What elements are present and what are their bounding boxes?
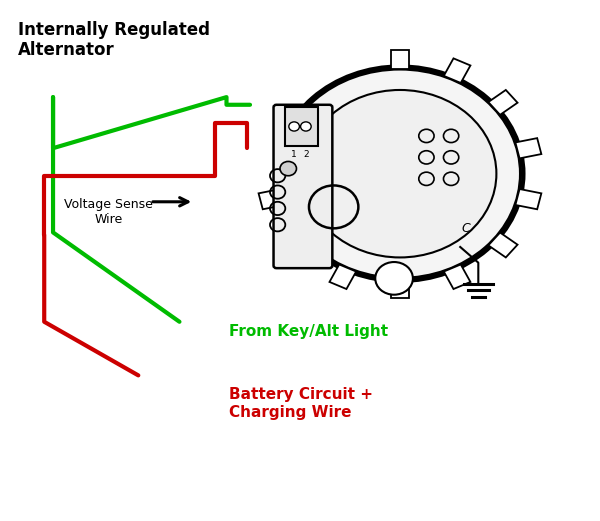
Text: C: C	[462, 221, 470, 234]
Circle shape	[301, 122, 311, 131]
Polygon shape	[488, 232, 518, 257]
Text: 1: 1	[291, 150, 297, 159]
Polygon shape	[329, 265, 356, 289]
Circle shape	[280, 69, 521, 278]
Circle shape	[375, 262, 413, 295]
Circle shape	[289, 122, 299, 131]
Circle shape	[304, 90, 496, 257]
Polygon shape	[391, 49, 409, 69]
Polygon shape	[515, 189, 541, 209]
Polygon shape	[444, 265, 470, 289]
Polygon shape	[283, 232, 311, 257]
Polygon shape	[391, 278, 409, 298]
Text: Battery Circuit +
Charging Wire: Battery Circuit + Charging Wire	[229, 387, 373, 419]
Polygon shape	[259, 189, 284, 209]
Bar	[286, 107, 317, 145]
Polygon shape	[515, 138, 541, 158]
Text: Voltage Sense
Wire: Voltage Sense Wire	[64, 198, 154, 226]
Circle shape	[280, 162, 296, 176]
Text: Internally Regulated
Alternator: Internally Regulated Alternator	[18, 20, 210, 59]
Text: From Key/Alt Light: From Key/Alt Light	[229, 325, 389, 340]
FancyBboxPatch shape	[274, 105, 332, 268]
Polygon shape	[444, 58, 470, 83]
Text: 2: 2	[303, 150, 308, 159]
Polygon shape	[488, 90, 518, 115]
